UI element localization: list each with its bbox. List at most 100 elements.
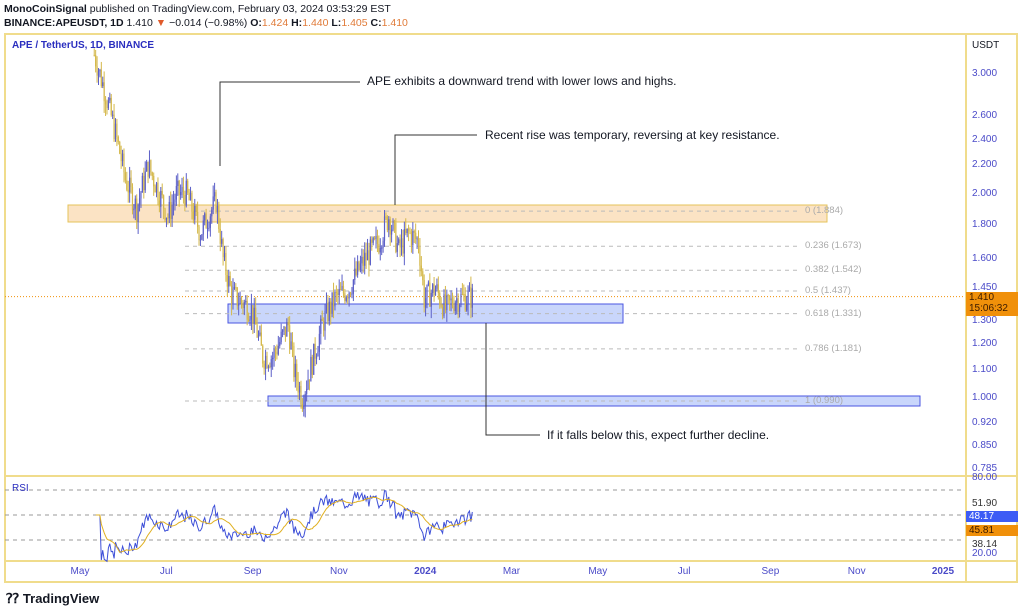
candle-body: [230, 285, 233, 305]
candle-body: [161, 190, 163, 196]
last: 1.410: [126, 17, 153, 29]
candle-body: [214, 192, 216, 197]
candle-body: [283, 326, 285, 331]
time-tick: Sep: [243, 566, 262, 577]
candle-body: [424, 298, 427, 308]
candle-body: [270, 359, 272, 368]
candle-body: [332, 292, 335, 307]
candle-body: [225, 252, 227, 276]
candle-body: [369, 239, 371, 265]
rsi-label: RSI: [12, 483, 29, 494]
candle-body: [407, 228, 410, 231]
candle-body: [388, 219, 390, 231]
candle-body: [446, 295, 448, 311]
candle-body: [167, 217, 169, 219]
candle-body: [374, 237, 376, 239]
fib-label: 1 (0.990): [805, 394, 844, 406]
candle-body: [345, 297, 347, 301]
time-tick: Nov: [329, 566, 348, 577]
candle-body: [199, 239, 202, 241]
candle-body: [245, 300, 247, 303]
candle-body: [180, 192, 182, 196]
candle-body: [412, 231, 414, 246]
candle-body: [280, 331, 282, 343]
candle-body: [93, 54, 95, 56]
candle-body: [335, 291, 337, 293]
candle-body: [273, 349, 275, 358]
candle-body: [386, 216, 388, 231]
candle-body: [413, 231, 415, 233]
candle-body: [134, 198, 136, 209]
candle-body: [164, 208, 166, 220]
candle-body: [318, 333, 320, 352]
rsi-tick-20: 20.00: [972, 548, 998, 559]
candle-body: [243, 302, 245, 309]
candle-body: [204, 213, 206, 221]
candle-body: [232, 288, 234, 305]
fib-label: 0.618 (1.331): [805, 307, 862, 319]
candle-body: [266, 355, 268, 368]
countdown: 15:06:32: [969, 303, 1008, 314]
candle-body: [272, 357, 274, 360]
candle-body: [233, 287, 236, 289]
candle-body: [209, 216, 211, 228]
price-tick: 1.600: [972, 253, 998, 265]
candle-body: [296, 363, 298, 382]
candle-body: [420, 265, 422, 272]
candle-body: [141, 175, 143, 193]
fib-label: 0.5 (1.437): [805, 285, 851, 297]
fib-label: 0.786 (1.181): [805, 342, 862, 354]
candle-body: [131, 187, 134, 211]
h-label: H:: [291, 17, 303, 29]
time-tick: May: [588, 566, 608, 577]
candle-body: [146, 161, 148, 172]
candle-body: [99, 69, 101, 72]
candle-body: [133, 208, 135, 211]
candle-body: [113, 114, 115, 140]
candle-body: [107, 100, 109, 108]
l-label: L:: [331, 17, 342, 29]
o-label: O:: [250, 17, 262, 29]
candle-body: [274, 349, 277, 352]
annotation-downtrend: APE exhibits a downward trend with lower…: [367, 74, 677, 88]
candle-body: [158, 200, 160, 207]
candle-body: [215, 192, 217, 213]
time-tick: May: [70, 566, 90, 577]
candle-body: [439, 293, 441, 305]
candle-body: [281, 330, 284, 332]
candle-body: [410, 232, 413, 246]
candle-body: [168, 201, 170, 219]
candle-body: [461, 293, 463, 295]
candle-body: [400, 238, 403, 248]
price-tick: 0.785: [972, 463, 998, 475]
candle-body: [419, 247, 421, 266]
candle-body: [290, 341, 292, 349]
open: 1.424: [261, 17, 289, 29]
candle-body: [310, 356, 312, 382]
candle-body: [267, 366, 270, 368]
candle-body: [106, 104, 108, 108]
candle-body: [402, 238, 404, 254]
candle-body: [228, 275, 230, 287]
price-tick: 0.850: [972, 439, 998, 451]
tradingview-logo[interactable]: ⁇ TradingView: [6, 590, 100, 606]
candle-body: [464, 294, 466, 311]
currency-label[interactable]: USDT: [972, 40, 1000, 51]
price-tick: 1.100: [972, 363, 998, 375]
candle-body: [450, 298, 452, 301]
candle-body: [221, 239, 223, 244]
candle-body: [357, 261, 359, 275]
candle-body: [454, 302, 456, 312]
candle-body: [177, 180, 179, 186]
last-price: 1.410: [969, 292, 995, 303]
price-tick: 2.600: [972, 110, 998, 122]
candle-body: [247, 319, 250, 321]
candle-body: [276, 351, 278, 355]
candle-body: [392, 220, 394, 230]
candle-body: [148, 160, 151, 177]
price-tick: 2.400: [972, 133, 998, 145]
candle-body: [348, 292, 350, 299]
candle-body: [347, 297, 349, 299]
candle-body: [182, 186, 185, 196]
